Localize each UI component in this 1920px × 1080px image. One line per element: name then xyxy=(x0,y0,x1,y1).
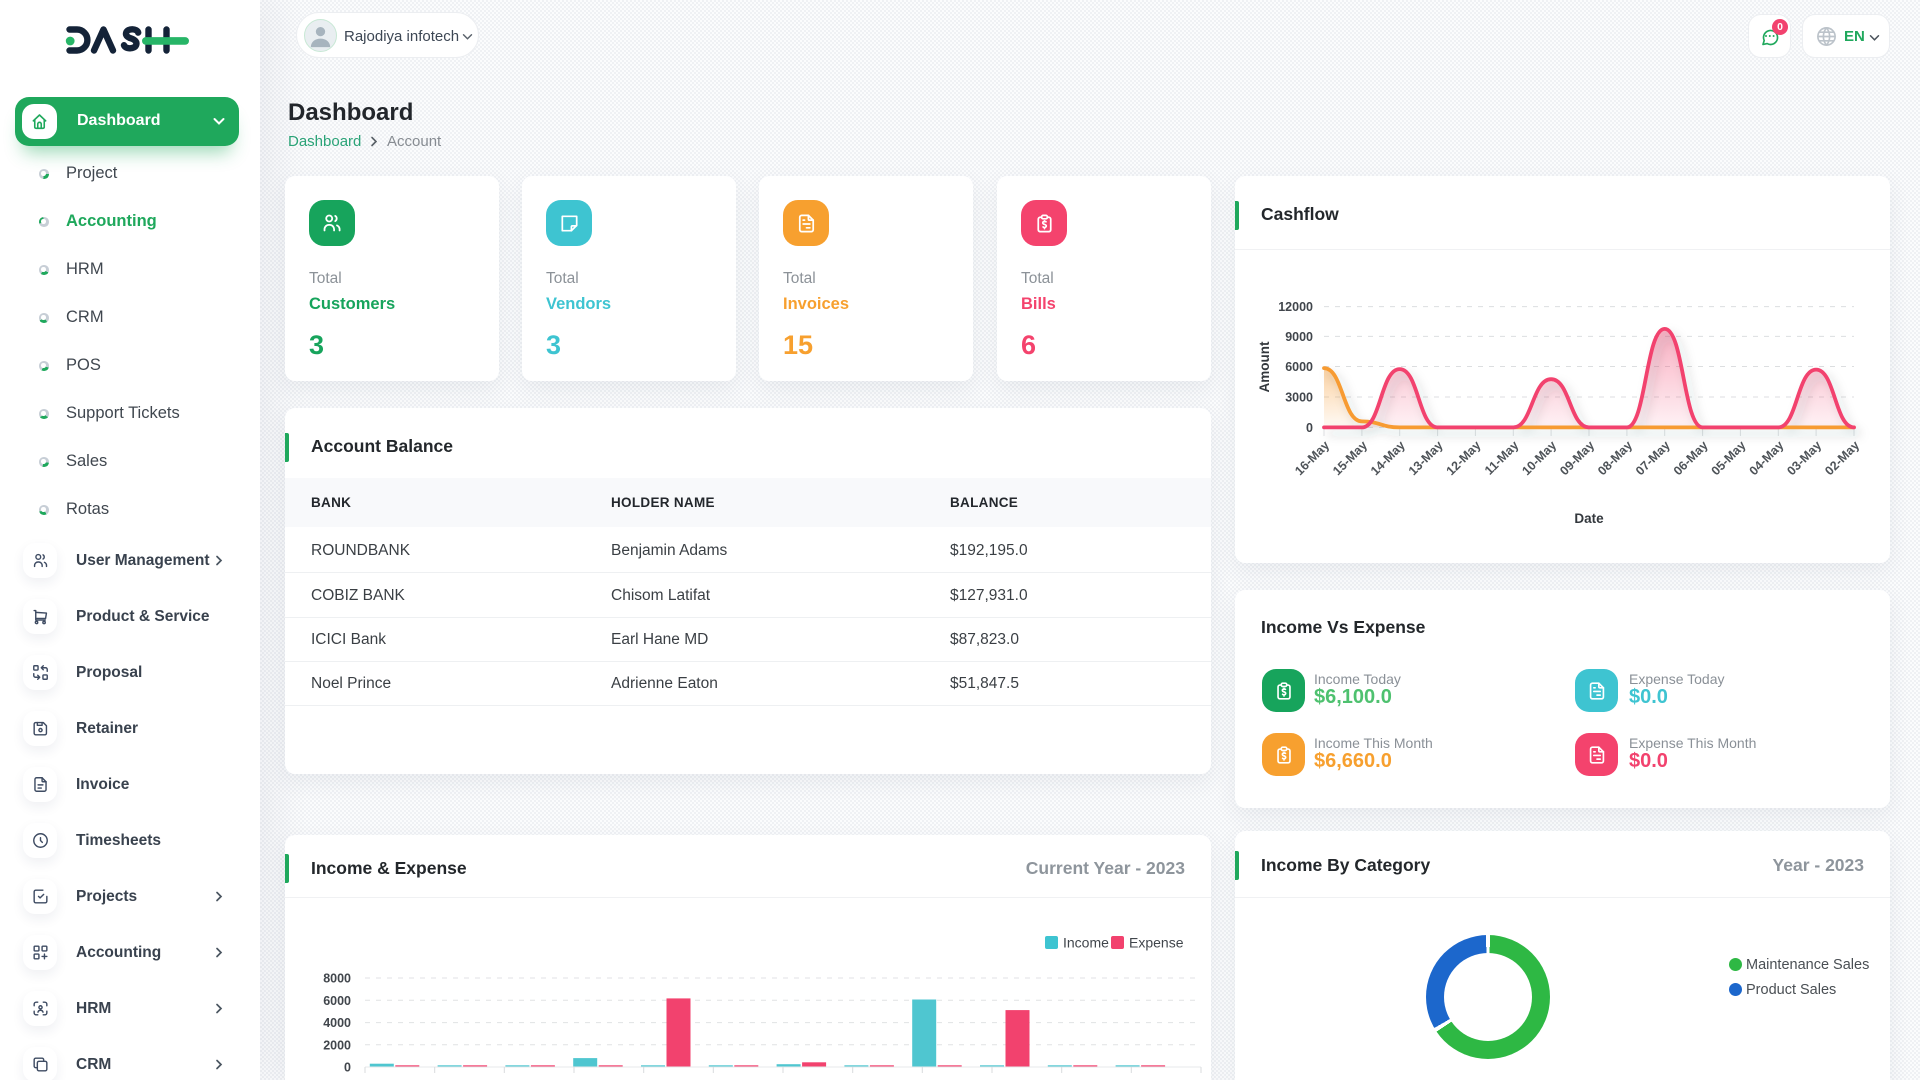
svg-text:0: 0 xyxy=(1306,421,1313,435)
svg-text:0: 0 xyxy=(344,1061,351,1075)
svg-text:09-May: 09-May xyxy=(1557,438,1597,478)
svg-text:04-May: 04-May xyxy=(1747,438,1787,478)
svg-text:Income: Income xyxy=(1063,935,1109,951)
svg-text:3000: 3000 xyxy=(1285,390,1313,404)
svg-text:08-May: 08-May xyxy=(1595,438,1635,478)
svg-text:02-May: 02-May xyxy=(1822,438,1862,478)
svg-text:15-May: 15-May xyxy=(1330,438,1370,478)
svg-text:11-May: 11-May xyxy=(1482,438,1521,477)
svg-text:Amount: Amount xyxy=(1257,341,1272,392)
svg-text:8000: 8000 xyxy=(323,972,351,986)
svg-text:Expense: Expense xyxy=(1129,935,1184,951)
svg-text:16-May: 16-May xyxy=(1292,438,1332,478)
svg-text:03-May: 03-May xyxy=(1784,438,1824,478)
svg-text:6000: 6000 xyxy=(1285,360,1313,374)
svg-text:Date: Date xyxy=(1574,511,1604,526)
svg-text:12000: 12000 xyxy=(1278,300,1313,314)
svg-text:12-May: 12-May xyxy=(1444,438,1484,478)
svg-text:9000: 9000 xyxy=(1285,330,1313,344)
svg-text:06-May: 06-May xyxy=(1671,438,1711,478)
svg-text:07-May: 07-May xyxy=(1633,438,1673,478)
svg-text:6000: 6000 xyxy=(323,994,351,1008)
svg-text:14-May: 14-May xyxy=(1368,438,1408,478)
svg-text:2000: 2000 xyxy=(323,1038,351,1052)
svg-text:05-May: 05-May xyxy=(1709,438,1749,478)
svg-text:13-May: 13-May xyxy=(1406,438,1446,478)
svg-text:4000: 4000 xyxy=(323,1016,351,1030)
svg-text:10-May: 10-May xyxy=(1519,438,1559,478)
